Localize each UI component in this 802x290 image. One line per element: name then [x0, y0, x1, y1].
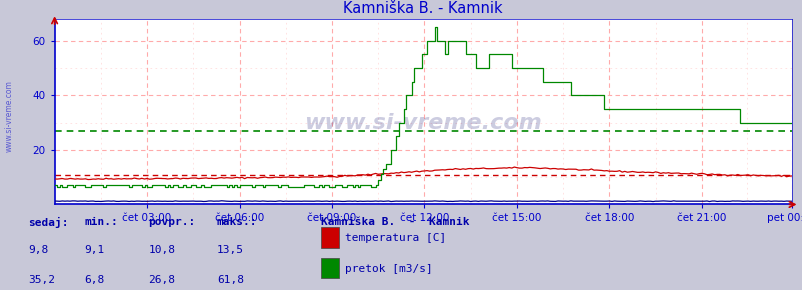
Text: 9,8: 9,8 [28, 244, 48, 255]
Bar [321, 227, 338, 248]
Text: 10,8: 10,8 [148, 244, 176, 255]
Text: pretok [m3/s]: pretok [m3/s] [345, 264, 432, 273]
Text: sedaj:: sedaj: [28, 217, 68, 228]
Bar [321, 258, 338, 278]
Text: 6,8: 6,8 [84, 275, 104, 285]
Text: maks.:: maks.: [217, 217, 257, 227]
Text: www.si-vreme.com: www.si-vreme.com [304, 113, 541, 133]
Text: min.:: min.: [84, 217, 118, 227]
Text: 35,2: 35,2 [28, 275, 55, 285]
Text: Kamniška B.  -  Kamnik: Kamniška B. - Kamnik [321, 217, 469, 227]
Text: 61,8: 61,8 [217, 275, 244, 285]
Title: Kamniška B. - Kamnik: Kamniška B. - Kamnik [343, 1, 502, 16]
Text: 13,5: 13,5 [217, 244, 244, 255]
Text: 9,1: 9,1 [84, 244, 104, 255]
Text: www.si-vreme.com: www.si-vreme.com [5, 80, 14, 152]
Text: 26,8: 26,8 [148, 275, 176, 285]
Text: povpr.:: povpr.: [148, 217, 196, 227]
Text: temperatura [C]: temperatura [C] [345, 233, 446, 243]
